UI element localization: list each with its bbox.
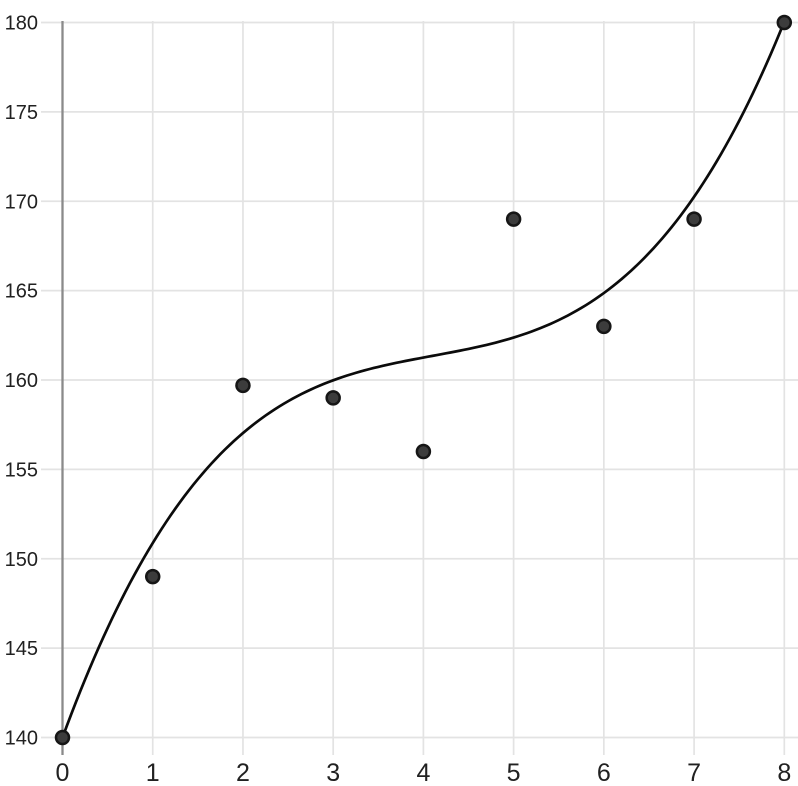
x-tick-label: 5 — [507, 759, 521, 786]
x-tick-label: 1 — [146, 759, 160, 786]
data-point — [686, 211, 702, 227]
data-point — [54, 729, 71, 746]
y-tick-label: 170 — [5, 191, 38, 213]
data-point — [415, 443, 432, 460]
data-point — [776, 14, 793, 31]
y-tick-label: 160 — [5, 370, 38, 392]
data-point — [325, 390, 341, 406]
y-tick-label: 150 — [5, 549, 38, 571]
y-tick-label: 180 — [5, 13, 38, 35]
x-tick-label: 8 — [777, 759, 791, 786]
data-point — [505, 211, 522, 227]
y-tick-label: 165 — [5, 281, 38, 303]
x-tick-label: 3 — [326, 759, 340, 786]
y-tick-label: 140 — [5, 728, 38, 750]
trend-curve — [61, 20, 786, 739]
x-tick-label: 0 — [56, 759, 70, 786]
data-point — [596, 318, 612, 335]
x-tick-label: 4 — [416, 759, 430, 786]
data-point — [235, 377, 251, 394]
y-tick-label: 145 — [5, 638, 38, 660]
x-tick-label: 2 — [236, 759, 250, 786]
y-tick-label: 175 — [5, 102, 38, 124]
x-tick-label: 6 — [597, 759, 611, 786]
x-tick-label: 7 — [687, 759, 701, 786]
y-tick-label: 155 — [5, 459, 38, 481]
data-point — [144, 568, 161, 585]
